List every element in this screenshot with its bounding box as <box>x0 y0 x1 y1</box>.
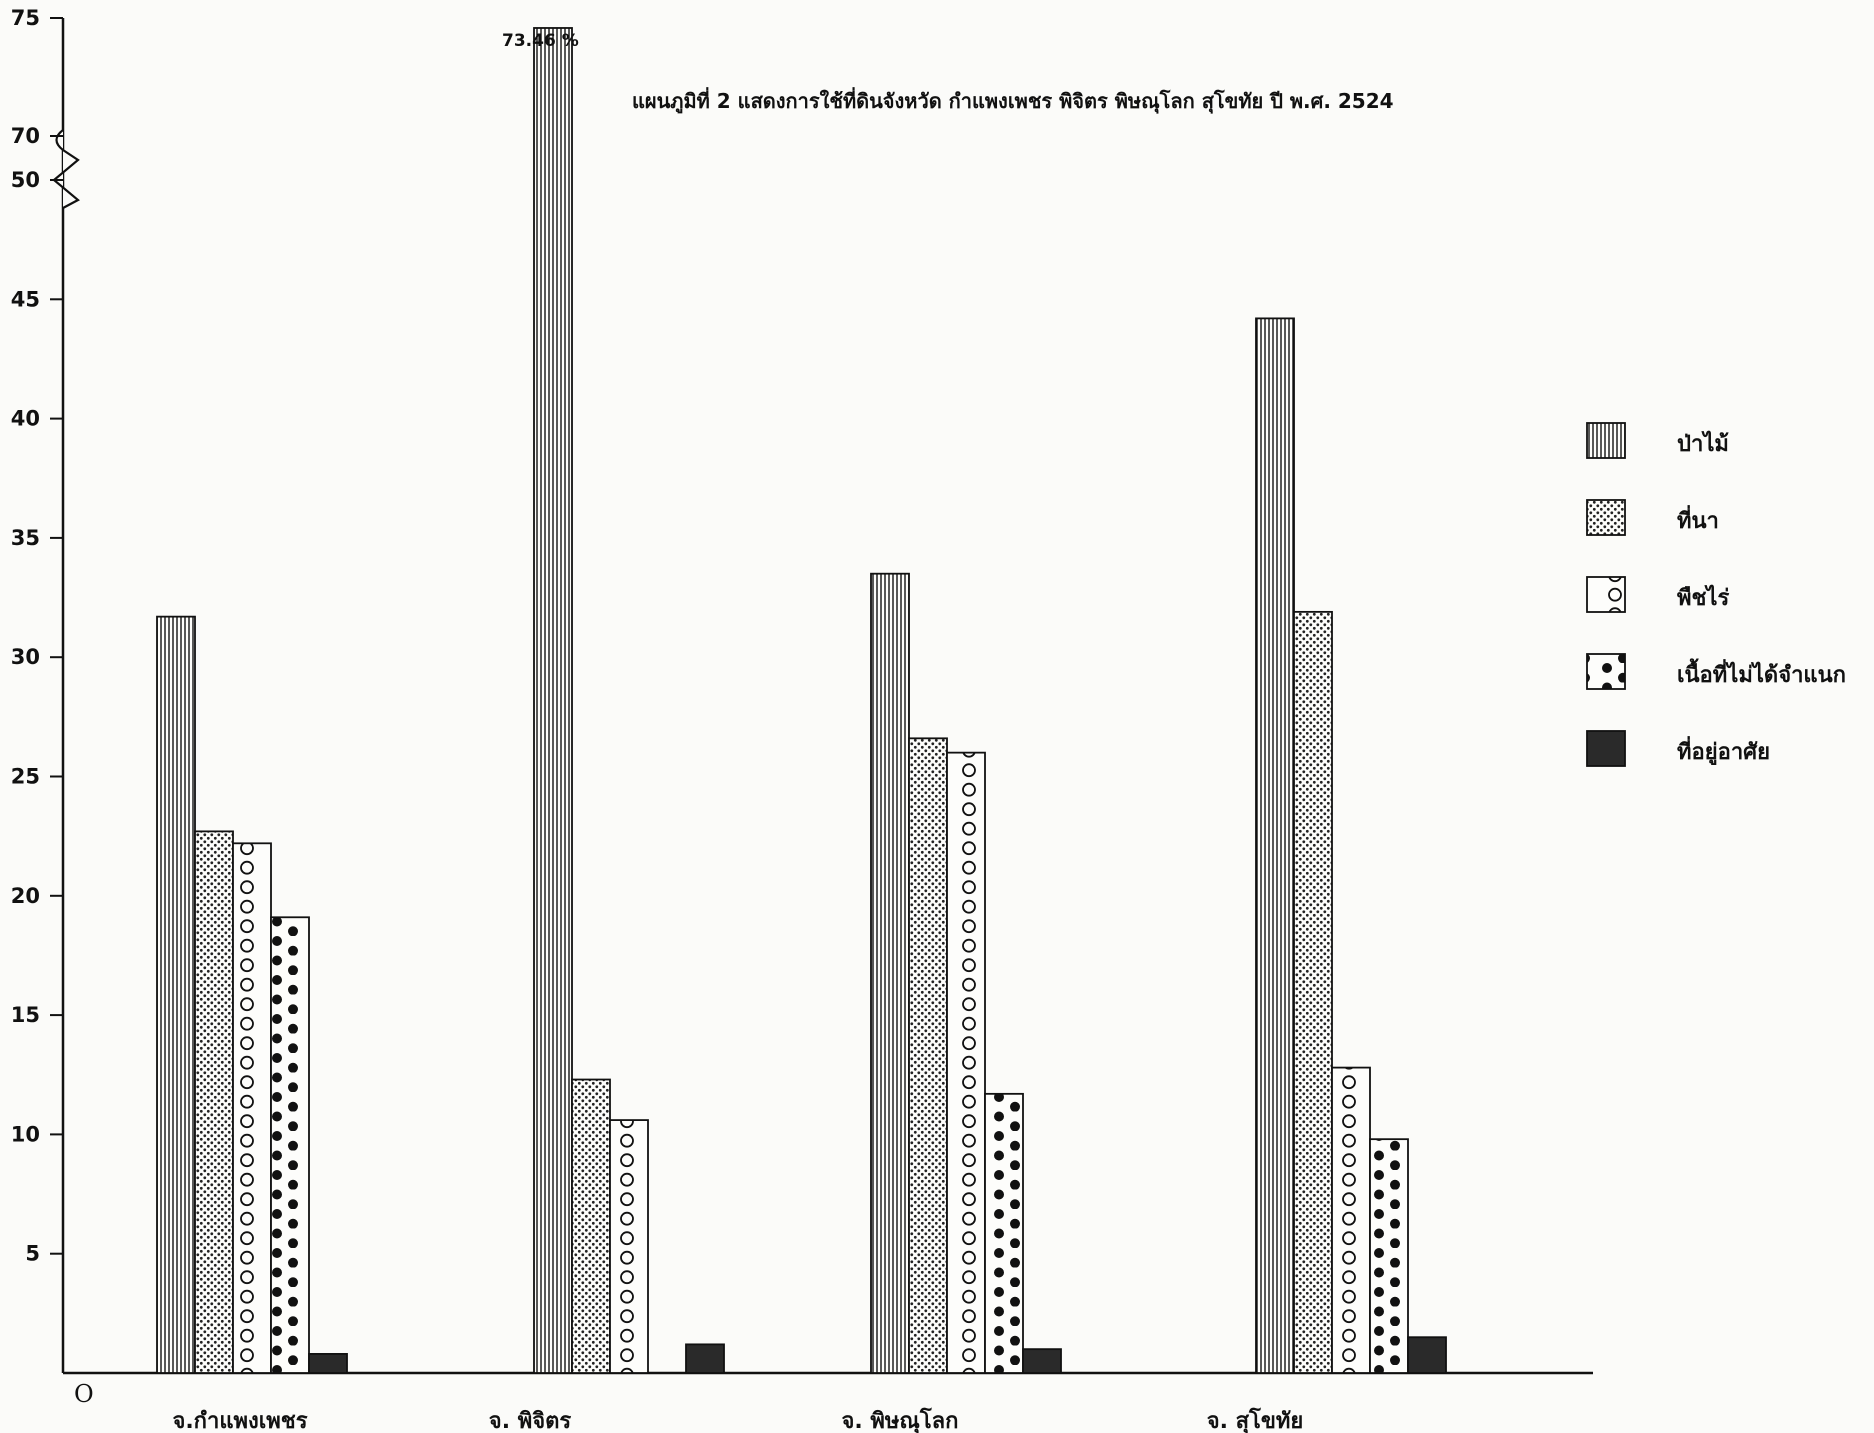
bar-vertical-stripes <box>533 27 573 1374</box>
category-label: จ.กำแพงเพชร <box>172 1409 307 1433</box>
category-label-group: จ.กำแพงเพชร จ. พิจิตร จ. พิษณุโลก จ. สุโขทั… <box>172 1407 1303 1433</box>
y-tick-label: 25 <box>11 765 40 789</box>
y-tick-label: 10 <box>11 1122 40 1146</box>
y-tick-label: 5 <box>25 1242 40 1266</box>
legend-swatch-solid-dark <box>1586 730 1626 767</box>
legend: ป่าไม้ที่นาพืชไร่เนื้อที่ไม่ได้จำแนกที่อ… <box>1586 422 1846 767</box>
y-tick-group: 5 10 15 20 25 30 35 40 45 50 70 75 <box>11 6 63 1266</box>
bar-vertical-stripes <box>156 615 196 1374</box>
bar-stipple <box>1293 610 1333 1374</box>
y-tick-label: 75 <box>11 6 40 30</box>
legend-label: ป่าไม้ <box>1677 430 1729 457</box>
y-tick-label: 35 <box>11 526 40 550</box>
legend-label: พืชไร่ <box>1677 584 1729 611</box>
legend-swatch-stipple <box>1586 499 1626 536</box>
bar-stipple <box>571 1078 611 1374</box>
bar-solid-dark <box>308 1353 348 1374</box>
bar-vertical-stripes <box>870 572 910 1374</box>
bar-open-circles <box>946 751 986 1374</box>
legend-swatch-open-circles <box>1586 576 1626 613</box>
bar-stipple <box>194 830 234 1374</box>
bar-open-circles <box>1331 1066 1371 1374</box>
bar-value-annotation: 73.46 % <box>502 31 579 51</box>
bar-open-circles <box>232 842 272 1374</box>
y-tick-label: 40 <box>11 407 40 431</box>
bar-vertical-stripes <box>1255 317 1295 1374</box>
legend-swatch-vertical-stripes <box>1586 422 1626 459</box>
bar-filled-dots <box>270 916 310 1374</box>
y-tick-label: 50 <box>11 168 40 192</box>
legend-label: ที่อยู่อาศัย <box>1677 735 1770 766</box>
axis-break-mark <box>52 129 80 209</box>
bars-group <box>156 27 1447 1374</box>
bar-filled-dots <box>984 1092 1024 1374</box>
y-tick-label: 15 <box>11 1003 40 1027</box>
bar-filled-dots <box>1369 1138 1409 1374</box>
bar-open-circles <box>609 1119 649 1374</box>
bar-solid-dark <box>1022 1348 1062 1374</box>
legend-label: ที่นา <box>1677 504 1719 534</box>
y-tick-label: 70 <box>11 124 40 148</box>
category-label: จ. พิษณุโลก <box>842 1407 959 1433</box>
y-tick-label: 45 <box>11 287 40 311</box>
y-tick-label: 30 <box>11 645 40 669</box>
y-tick-label: 20 <box>11 884 40 908</box>
bar-solid-dark <box>1407 1336 1447 1374</box>
chart-title: แผนภูมิที่ 2 แสดงการใช้ที่ดินจังหวัด กำแ… <box>632 86 1394 115</box>
category-label: จ. พิจิตร <box>489 1409 572 1433</box>
legend-swatch-filled-dots <box>1586 653 1626 690</box>
category-label: จ. สุโขทัย <box>1207 1407 1304 1433</box>
bar-stipple <box>908 737 948 1374</box>
legend-label: เนื้อที่ไม่ได้จำแนก <box>1677 658 1846 688</box>
bar-solid-dark <box>685 1343 725 1374</box>
origin-label: O <box>74 1380 94 1408</box>
